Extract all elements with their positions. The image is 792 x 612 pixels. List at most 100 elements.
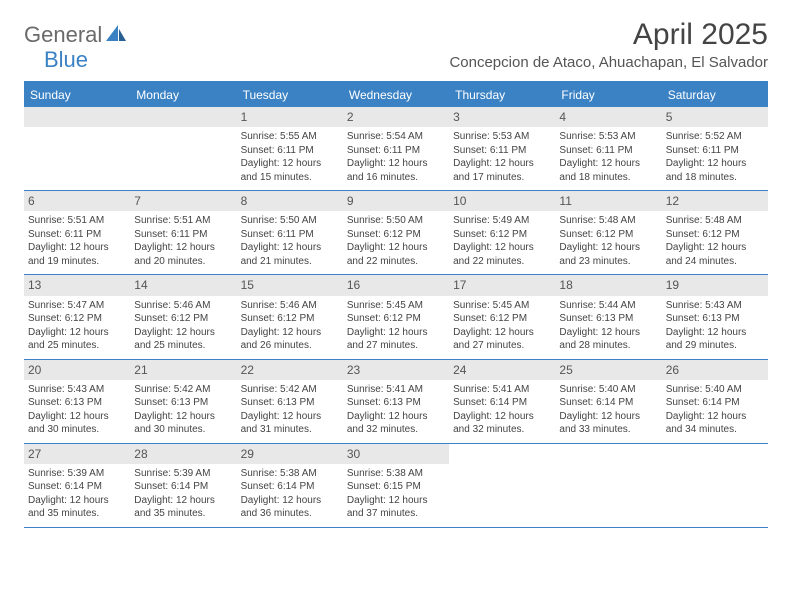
calendar-cell: 3 Sunrise: 5:53 AMSunset: 6:11 PMDaylight… <box>449 107 555 190</box>
cell-sunrise: Sunrise: 5:50 AM <box>241 214 339 228</box>
cell-daylight1: Daylight: 12 hours <box>559 241 657 255</box>
cell-daylight2: and 28 minutes. <box>559 339 657 353</box>
cell-sunrise: Sunrise: 5:53 AM <box>559 130 657 144</box>
day-number: 26 <box>662 360 768 380</box>
calendar-cell: 28Sunrise: 5:39 AMSunset: 6:14 PMDayligh… <box>130 444 236 527</box>
cell-daylight1: Daylight: 12 hours <box>453 241 551 255</box>
day-number: 3 <box>449 107 555 127</box>
day-header: Saturday <box>662 83 768 107</box>
cell-daylight2: and 18 minutes. <box>559 171 657 185</box>
cell-daylight2: and 27 minutes. <box>347 339 445 353</box>
day-number: 25 <box>555 360 661 380</box>
calendar-cell: 19Sunrise: 5:43 AMSunset: 6:13 PMDayligh… <box>662 275 768 358</box>
cell-daylight2: and 18 minutes. <box>666 171 764 185</box>
cell-sunset: Sunset: 6:12 PM <box>347 228 445 242</box>
cell-daylight2: and 34 minutes. <box>666 423 764 437</box>
cell-sunrise: Sunrise: 5:53 AM <box>453 130 551 144</box>
cell-sunset: Sunset: 6:14 PM <box>134 480 232 494</box>
cell-daylight1: Daylight: 12 hours <box>28 241 126 255</box>
calendar-row: 1Sunrise: 5:55 AMSunset: 6:11 PMDaylight… <box>24 107 768 191</box>
day-number-empty <box>24 107 130 127</box>
calendar-cell: 20 Sunrise: 5:43 AMSunset: 6:13 PMDayligh… <box>24 360 130 443</box>
cell-sunrise: Sunrise: 5:43 AM <box>666 299 764 313</box>
cell-daylight2: and 24 minutes. <box>666 255 764 269</box>
day-number: 4 <box>555 107 661 127</box>
calendar-row: 20Sunrise: 5:43 AMSunset: 6:13 PMDayligh… <box>24 360 768 444</box>
day-number: 12 <box>662 191 768 211</box>
cell-sunset: Sunset: 6:12 PM <box>559 228 657 242</box>
calendar-cell: 9Sunrise: 5:50 AMSunset: 6:12 PMDaylight… <box>343 191 449 274</box>
cell-daylight1: Daylight: 12 hours <box>134 326 232 340</box>
cell-daylight1: Daylight: 12 hours <box>347 157 445 171</box>
day-number: 27 <box>24 444 130 464</box>
cell-sunset: Sunset: 6:12 PM <box>241 312 339 326</box>
cell-sunset: Sunset: 6:14 PM <box>28 480 126 494</box>
calendar-cell: 29Sunrise: 5:38 AMSunset: 6:14 PMDayligh… <box>237 444 343 527</box>
cell-daylight1: Daylight: 12 hours <box>347 494 445 508</box>
cell-sunrise: Sunrise: 5:43 AM <box>28 383 126 397</box>
cell-daylight2: and 29 minutes. <box>666 339 764 353</box>
cell-daylight2: and 20 minutes. <box>134 255 232 269</box>
cell-sunrise: Sunrise: 5:55 AM <box>241 130 339 144</box>
cell-sunset: Sunset: 6:14 PM <box>666 396 764 410</box>
logo-text-blue: Blue <box>44 47 88 73</box>
cell-sunrise: Sunrise: 5:48 AM <box>559 214 657 228</box>
cell-sunrise: Sunrise: 5:46 AM <box>134 299 232 313</box>
cell-sunrise: Sunrise: 5:46 AM <box>241 299 339 313</box>
cell-sunset: Sunset: 6:13 PM <box>347 396 445 410</box>
day-number: 28 <box>130 444 236 464</box>
day-number: 20 <box>24 360 130 380</box>
cell-daylight1: Daylight: 12 hours <box>28 410 126 424</box>
cell-sunset: Sunset: 6:11 PM <box>347 144 445 158</box>
cell-sunrise: Sunrise: 5:40 AM <box>666 383 764 397</box>
calendar-cell: 15Sunrise: 5:46 AMSunset: 6:12 PMDayligh… <box>237 275 343 358</box>
cell-sunset: Sunset: 6:11 PM <box>453 144 551 158</box>
calendar-cell: 13Sunrise: 5:47 AMSunset: 6:12 PMDayligh… <box>24 275 130 358</box>
page: General April 2025 Concepcion de Ataco, … <box>0 0 792 538</box>
cell-sunrise: Sunrise: 5:40 AM <box>559 383 657 397</box>
cell-daylight2: and 33 minutes. <box>559 423 657 437</box>
cell-sunset: Sunset: 6:13 PM <box>28 396 126 410</box>
cell-sunrise: Sunrise: 5:54 AM <box>347 130 445 144</box>
calendar-cell <box>24 107 130 190</box>
cell-daylight1: Daylight: 12 hours <box>453 157 551 171</box>
day-number: 14 <box>130 275 236 295</box>
cell-daylight2: and 21 minutes. <box>241 255 339 269</box>
cell-daylight2: and 32 minutes. <box>453 423 551 437</box>
cell-daylight2: and 37 minutes. <box>347 507 445 521</box>
calendar-cell: 6Sunrise: 5:51 AMSunset: 6:11 PMDaylight… <box>24 191 130 274</box>
cell-daylight1: Daylight: 12 hours <box>134 494 232 508</box>
cell-sunrise: Sunrise: 5:42 AM <box>241 383 339 397</box>
calendar-body: 1Sunrise: 5:55 AMSunset: 6:11 PMDaylight… <box>24 107 768 528</box>
cell-sunrise: Sunrise: 5:50 AM <box>347 214 445 228</box>
day-number: 17 <box>449 275 555 295</box>
cell-sunset: Sunset: 6:14 PM <box>559 396 657 410</box>
day-number: 16 <box>343 275 449 295</box>
day-number: 9 <box>343 191 449 211</box>
calendar-row: 13Sunrise: 5:47 AMSunset: 6:12 PMDayligh… <box>24 275 768 359</box>
cell-sunset: Sunset: 6:12 PM <box>28 312 126 326</box>
calendar-cell: 30Sunrise: 5:38 AMSunset: 6:15 PMDayligh… <box>343 444 449 527</box>
cell-sunrise: Sunrise: 5:48 AM <box>666 214 764 228</box>
cell-sunrise: Sunrise: 5:51 AM <box>28 214 126 228</box>
calendar-cell: 16Sunrise: 5:45 AMSunset: 6:12 PMDayligh… <box>343 275 449 358</box>
cell-daylight1: Daylight: 12 hours <box>559 157 657 171</box>
title-block: April 2025 Concepcion de Ataco, Ahuachap… <box>449 18 768 71</box>
cell-sunset: Sunset: 6:12 PM <box>347 312 445 326</box>
day-header: Friday <box>555 83 661 107</box>
calendar-cell: 27Sunrise: 5:39 AMSunset: 6:14 PMDayligh… <box>24 444 130 527</box>
calendar-row: 27Sunrise: 5:39 AMSunset: 6:14 PMDayligh… <box>24 444 768 528</box>
day-header: Wednesday <box>343 83 449 107</box>
day-number: 8 <box>237 191 343 211</box>
cell-daylight1: Daylight: 12 hours <box>666 241 764 255</box>
calendar-cell: 21Sunrise: 5:42 AMSunset: 6:13 PMDayligh… <box>130 360 236 443</box>
calendar-cell: 23Sunrise: 5:41 AMSunset: 6:13 PMDayligh… <box>343 360 449 443</box>
calendar-cell: 1Sunrise: 5:55 AMSunset: 6:11 PMDaylight… <box>237 107 343 190</box>
calendar-cell: 4Sunrise: 5:53 AMSunset: 6:11 PMDaylight… <box>555 107 661 190</box>
cell-daylight1: Daylight: 12 hours <box>241 410 339 424</box>
calendar-cell <box>662 444 768 527</box>
logo-text-general: General <box>24 22 102 48</box>
cell-sunrise: Sunrise: 5:42 AM <box>134 383 232 397</box>
calendar-cell: 8Sunrise: 5:50 AMSunset: 6:11 PMDaylight… <box>237 191 343 274</box>
cell-sunset: Sunset: 6:14 PM <box>241 480 339 494</box>
